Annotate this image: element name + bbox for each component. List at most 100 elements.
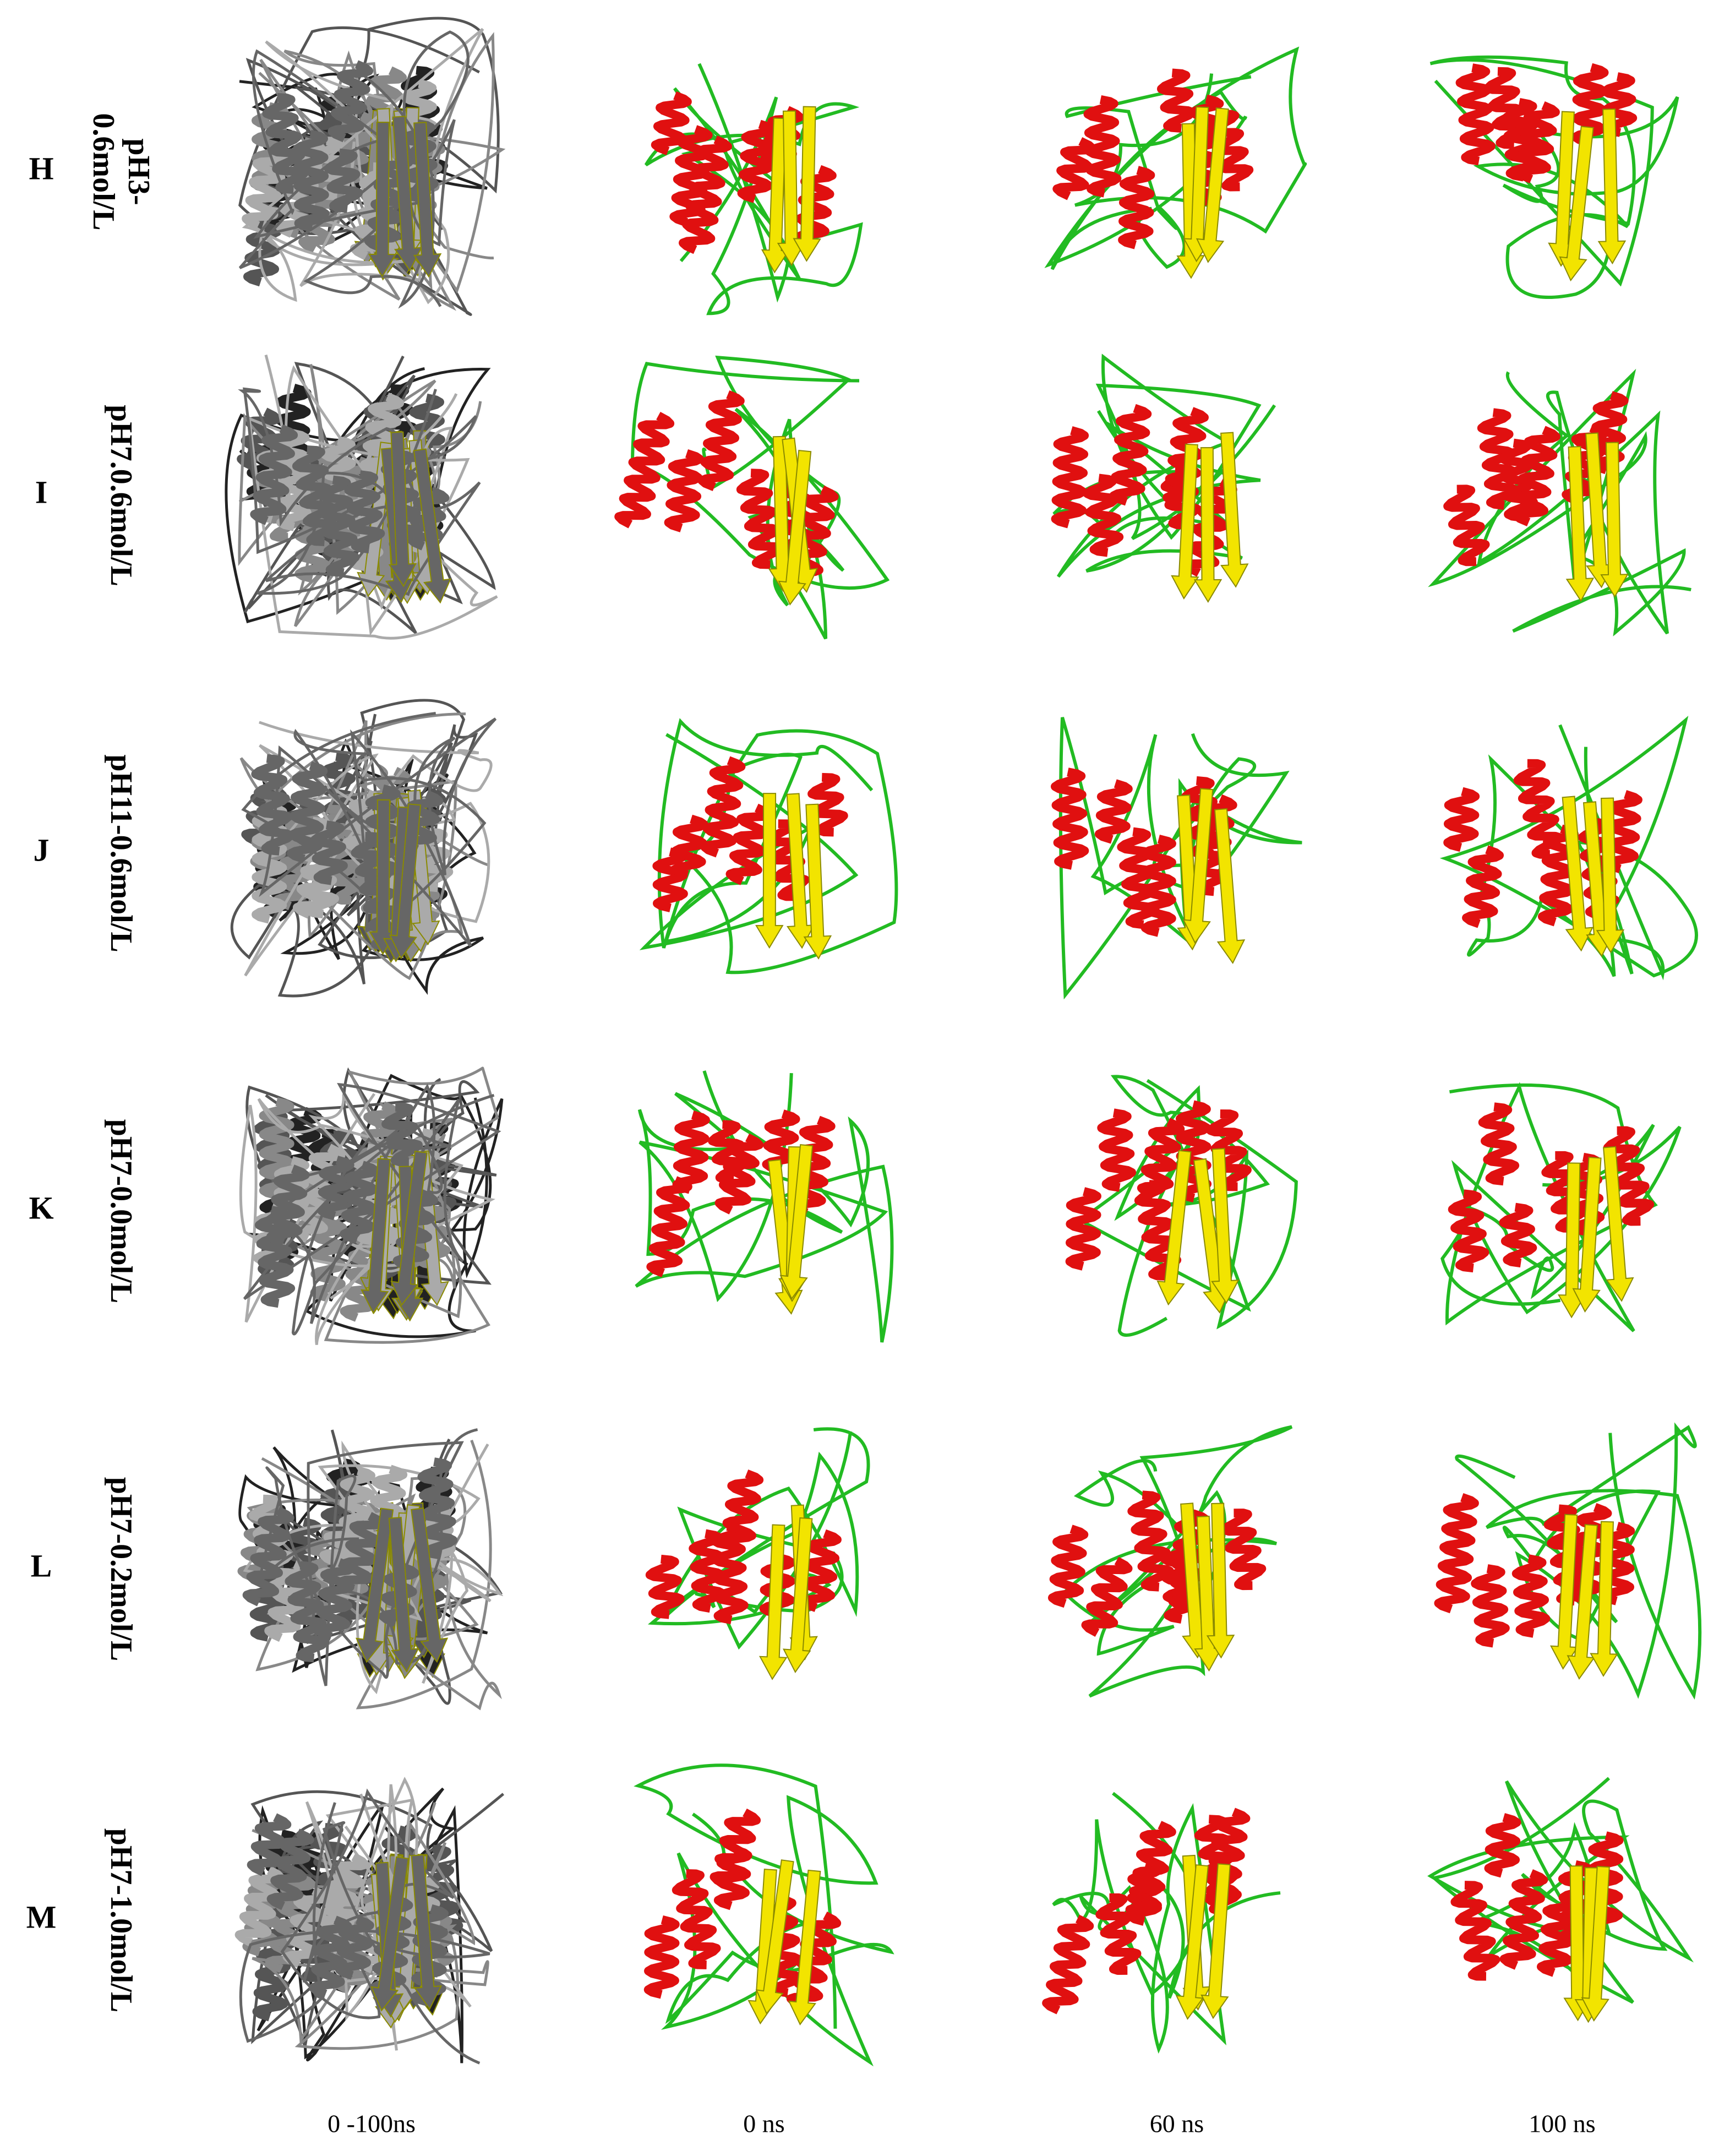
helix — [1051, 426, 1089, 529]
helix — [807, 772, 848, 837]
helix — [672, 1869, 721, 1969]
strand — [1206, 1502, 1235, 1659]
helix — [651, 91, 692, 156]
helix — [1137, 1118, 1185, 1200]
strand — [1196, 107, 1229, 263]
strand — [1220, 432, 1249, 588]
helix — [614, 411, 675, 529]
condition-label: pH7.0.6mol/L — [104, 405, 138, 586]
strand — [1194, 1515, 1223, 1672]
strand — [1572, 1157, 1602, 1313]
helix — [710, 1522, 749, 1625]
protein-structure — [614, 355, 890, 640]
helix — [1571, 63, 1609, 147]
strand — [755, 1859, 794, 2015]
helix — [1220, 1509, 1267, 1591]
column-label: 0 -100ns — [328, 2110, 416, 2138]
helix — [1443, 484, 1490, 567]
helix — [1207, 110, 1254, 192]
strand — [388, 431, 417, 587]
strand — [368, 121, 397, 277]
condition-label: pH11-0.6mol/L — [104, 754, 138, 952]
loop — [1429, 55, 1679, 300]
strand — [1559, 126, 1594, 282]
helix — [234, 1866, 286, 1947]
helix — [242, 1506, 294, 1607]
helix — [1083, 95, 1122, 198]
helix — [1118, 166, 1155, 249]
row-letter: H — [29, 150, 53, 186]
strand — [778, 450, 812, 606]
strand — [1600, 442, 1629, 598]
helix — [1081, 1556, 1133, 1637]
strand — [1171, 443, 1199, 600]
helix — [799, 1529, 842, 1612]
helix — [293, 129, 330, 232]
helix — [1448, 1189, 1489, 1273]
protein-structure — [225, 355, 498, 640]
protein-structure — [1044, 46, 1307, 279]
loop — [1428, 368, 1691, 636]
helix — [1600, 72, 1638, 137]
strand — [392, 116, 423, 272]
strand — [759, 1524, 788, 1680]
helix — [646, 1176, 692, 1277]
helix — [1478, 1102, 1520, 1186]
helix — [1109, 404, 1152, 506]
helix — [1514, 101, 1560, 184]
helix — [672, 1110, 710, 1194]
helix — [725, 803, 773, 885]
loop — [239, 712, 489, 981]
helix — [251, 754, 295, 856]
helix — [1095, 1893, 1142, 1975]
loop — [1052, 353, 1276, 578]
row-letter: I — [35, 474, 48, 510]
strand — [767, 1159, 803, 1315]
helix — [1455, 63, 1496, 166]
helix — [664, 449, 704, 532]
strand — [803, 803, 832, 960]
helix — [1127, 1490, 1174, 1592]
loop — [1077, 1075, 1298, 1337]
protein-structure — [635, 1070, 894, 1343]
protein-structure — [1434, 1422, 1702, 1700]
helix — [1065, 1187, 1101, 1271]
helix — [310, 820, 348, 885]
protein-structure — [238, 17, 506, 316]
helix — [737, 119, 777, 203]
protein-structure — [1047, 1425, 1293, 1698]
strand — [783, 1517, 813, 1673]
helix — [1097, 1108, 1137, 1192]
helix — [247, 1813, 292, 1876]
loop — [239, 1788, 490, 2065]
strand — [1214, 808, 1246, 964]
strand — [1557, 1162, 1586, 1319]
helix — [1443, 787, 1480, 852]
helix — [266, 1828, 314, 1910]
helix — [285, 1561, 330, 1663]
strand — [1193, 447, 1223, 603]
helix — [679, 135, 732, 254]
protein-structure — [1051, 353, 1276, 603]
helix — [1450, 1881, 1500, 1981]
protein-structure — [639, 718, 898, 974]
helix — [1511, 426, 1560, 526]
strand — [793, 106, 821, 262]
strand — [1175, 1864, 1209, 2020]
helix — [255, 1205, 296, 1308]
strand — [1182, 788, 1214, 944]
helix — [697, 390, 745, 492]
protein-structure — [237, 1428, 504, 1711]
helix — [316, 475, 360, 578]
helix — [324, 148, 363, 213]
helix — [328, 60, 374, 143]
helix — [1156, 68, 1197, 133]
strand — [1596, 797, 1625, 954]
strand — [788, 1869, 821, 2026]
row-letter: K — [29, 1190, 53, 1226]
protein-structure — [644, 63, 863, 315]
strand — [755, 793, 784, 949]
condition-label: pH7-0.0mol/L — [104, 1119, 138, 1303]
helix — [242, 148, 289, 230]
helix — [1462, 845, 1504, 928]
